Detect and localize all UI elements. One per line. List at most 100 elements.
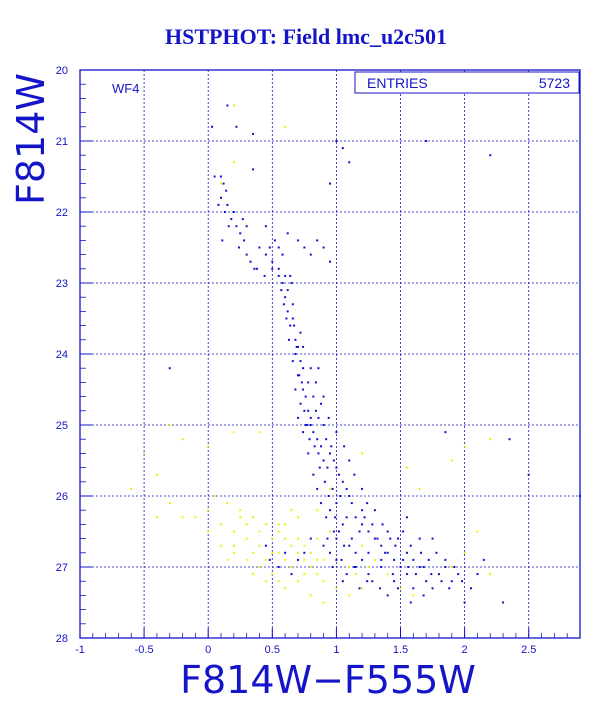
data-point xyxy=(211,125,214,128)
data-point xyxy=(282,303,285,306)
data-point xyxy=(312,395,315,398)
data-point xyxy=(284,523,287,526)
data-point xyxy=(329,551,331,554)
data-point xyxy=(245,253,248,256)
data-point xyxy=(329,530,331,533)
data-point xyxy=(317,416,320,419)
data-point xyxy=(290,282,293,284)
data-point xyxy=(309,537,312,540)
data-point xyxy=(396,537,399,540)
data-point xyxy=(325,438,328,441)
data-point xyxy=(168,367,171,370)
data-point xyxy=(305,424,308,426)
y-tick-label: 26 xyxy=(56,491,68,503)
data-point xyxy=(366,502,369,505)
data-point xyxy=(296,516,299,519)
data-point xyxy=(296,416,299,419)
data-point xyxy=(367,530,370,533)
x-tick-label: 1.5 xyxy=(393,644,408,656)
data-point xyxy=(425,140,428,142)
stats-box-value: 5723 xyxy=(539,75,570,91)
data-point xyxy=(422,566,425,568)
y-tick-label: 21 xyxy=(56,136,68,148)
data-point xyxy=(168,424,171,426)
y-tick-label: 20 xyxy=(56,65,68,77)
data-point xyxy=(232,161,235,164)
data-point xyxy=(335,587,338,590)
data-point xyxy=(290,573,293,576)
data-point xyxy=(409,601,412,604)
data-point xyxy=(399,587,402,590)
data-point xyxy=(326,466,329,469)
data-point xyxy=(354,551,357,554)
data-point xyxy=(252,516,255,519)
data-point xyxy=(308,438,311,441)
data-point xyxy=(252,132,255,135)
data-point xyxy=(361,523,364,526)
data-point xyxy=(335,537,338,540)
data-point xyxy=(252,551,255,554)
data-point xyxy=(253,267,256,270)
data-point xyxy=(399,566,402,568)
data-point xyxy=(412,587,415,590)
data-point xyxy=(290,509,293,512)
data-point xyxy=(271,551,274,554)
data-point xyxy=(277,246,280,249)
data-point xyxy=(303,551,306,554)
data-point xyxy=(312,473,315,476)
data-point xyxy=(314,409,317,412)
data-point xyxy=(335,140,338,142)
data-point xyxy=(463,601,466,604)
data-point xyxy=(412,558,415,561)
data-point xyxy=(337,530,340,533)
data-point xyxy=(291,303,294,306)
data-point xyxy=(335,558,338,561)
data-point xyxy=(361,487,364,490)
data-point xyxy=(376,537,379,540)
y-tick-labels: 20 21 22 23 24 25 26 27 28 xyxy=(56,65,68,645)
data-point xyxy=(373,558,376,561)
x-tick-label: 0 xyxy=(205,644,211,656)
data-point xyxy=(354,516,357,519)
data-point xyxy=(284,274,287,277)
data-point xyxy=(299,360,302,363)
x-tick-label: -0.5 xyxy=(135,644,154,656)
data-point xyxy=(422,594,425,597)
data-point xyxy=(405,516,408,519)
data-point xyxy=(258,544,261,547)
data-point xyxy=(327,495,330,497)
data-point xyxy=(155,516,158,519)
data-point xyxy=(304,395,307,398)
data-point xyxy=(508,438,511,441)
data-point xyxy=(207,530,210,533)
data-point xyxy=(335,466,338,469)
data-point xyxy=(317,452,320,455)
data-point xyxy=(268,558,271,561)
data-point xyxy=(258,530,261,533)
grid-lines xyxy=(80,70,580,638)
data-point xyxy=(322,395,325,398)
y-axis-label: F814W xyxy=(9,73,53,205)
data-point xyxy=(220,182,223,185)
data-point xyxy=(264,523,267,526)
data-point xyxy=(320,502,323,505)
data-point xyxy=(232,551,235,554)
data-point xyxy=(476,573,479,576)
data-point xyxy=(379,587,381,590)
data-point xyxy=(309,367,312,370)
data-point xyxy=(225,189,228,192)
data-point xyxy=(252,168,255,171)
data-point xyxy=(181,516,184,519)
data-point xyxy=(286,289,289,292)
data-point xyxy=(482,558,485,561)
data-point xyxy=(222,182,225,185)
data-point xyxy=(348,566,351,568)
data-point xyxy=(489,154,492,157)
data-point xyxy=(284,296,287,299)
data-point xyxy=(277,530,280,533)
data-point xyxy=(448,587,451,590)
data-point xyxy=(232,544,235,547)
data-point xyxy=(367,551,370,554)
y-tick-label: 23 xyxy=(56,278,68,290)
data-point xyxy=(226,502,229,505)
